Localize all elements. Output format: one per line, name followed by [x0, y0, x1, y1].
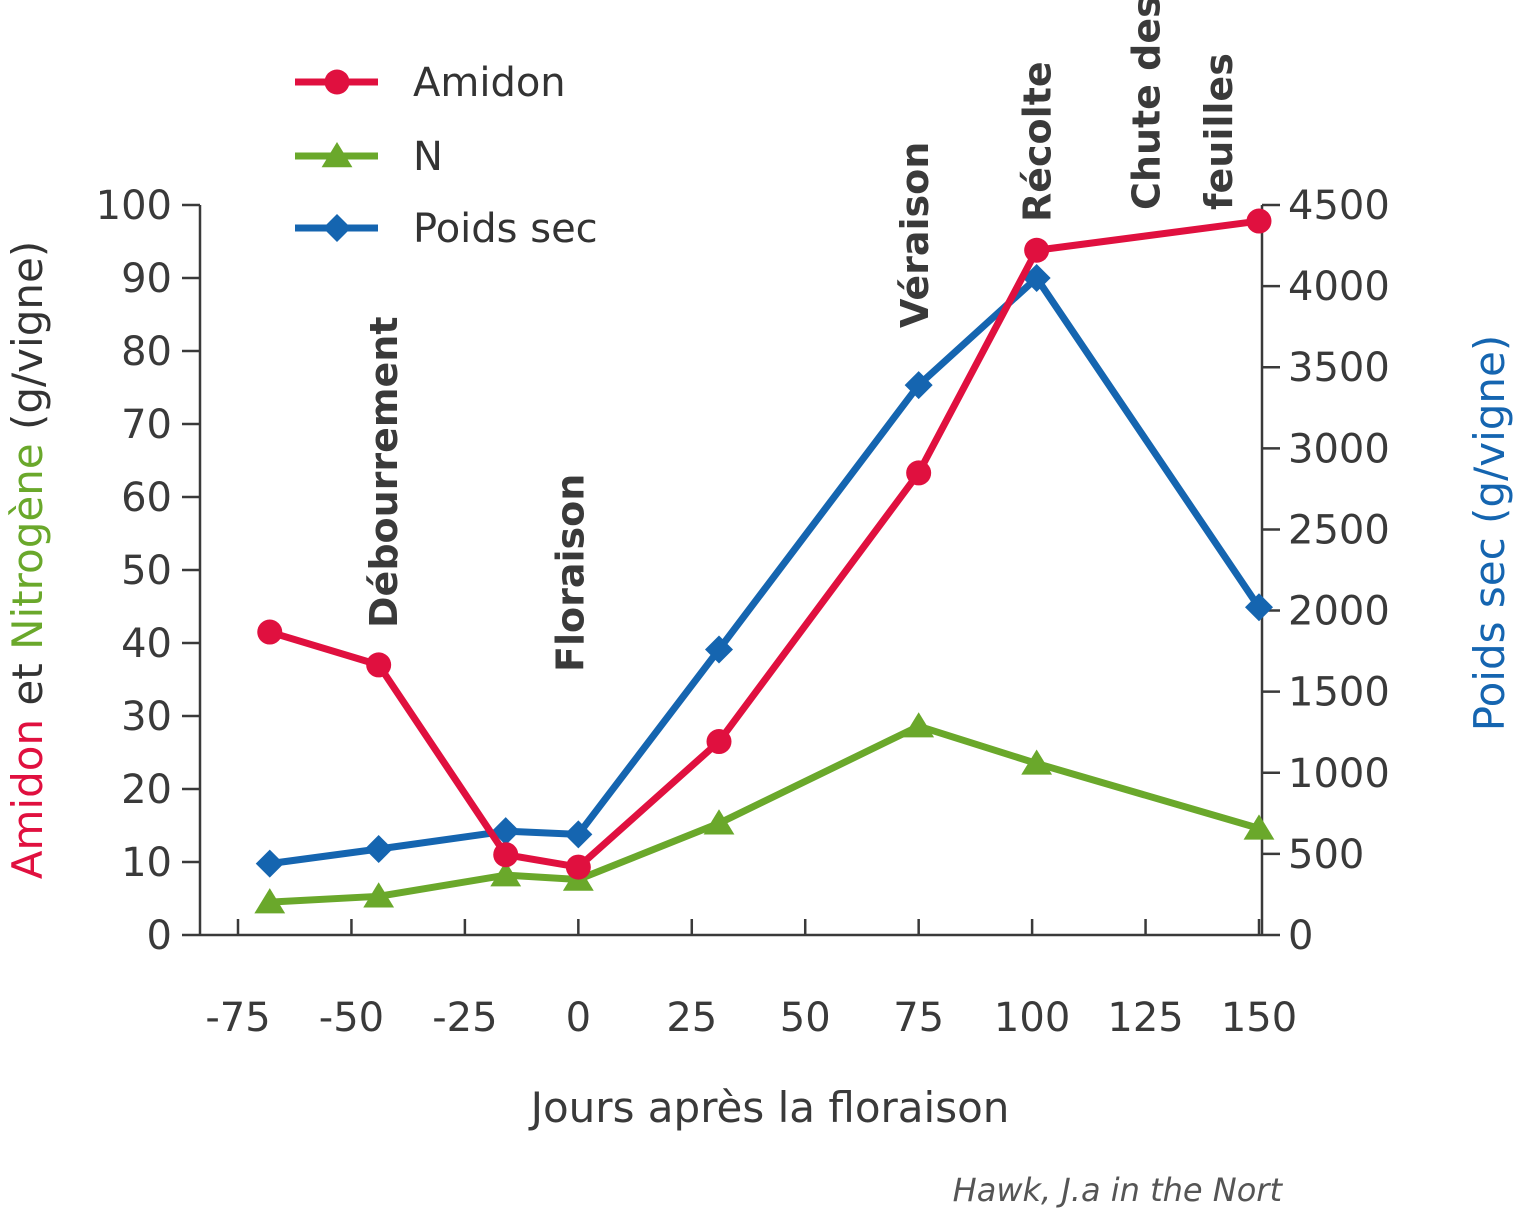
- legend-label: N: [413, 134, 443, 180]
- legend-label: Poids sec: [413, 206, 598, 252]
- legend: Amidon N Poids sec: [295, 60, 598, 252]
- y-left-tick-label: 0: [147, 913, 172, 959]
- series-amidon: [257, 208, 1272, 880]
- data-point: [703, 809, 735, 835]
- data-point: [903, 712, 935, 738]
- data-point: [564, 820, 593, 849]
- data-point: [255, 849, 284, 878]
- y-axis-right-title: Poids sec (g/vigne): [1465, 335, 1514, 731]
- stage-annotation: Floraison: [548, 474, 592, 672]
- data-point: [1021, 749, 1053, 775]
- data-point: [706, 729, 732, 755]
- axes: [182, 203, 1280, 937]
- y-left-tick-label: 20: [121, 767, 172, 813]
- data-point: [705, 635, 734, 664]
- x-tick-label: 100: [994, 995, 1070, 1041]
- data-point: [493, 842, 519, 868]
- legend-item-n: N: [295, 134, 443, 180]
- y-right-tick-label: 500: [1288, 832, 1364, 878]
- stage-annotations: Débourrement Floraison Véraison Récolte Chut…: [362, 0, 1241, 672]
- data-point: [1245, 593, 1273, 622]
- series-poids-sec: [255, 264, 1273, 878]
- x-tick-label: 25: [666, 995, 717, 1041]
- series-line: [269, 274, 1262, 868]
- y-right-tick-label: 0: [1288, 913, 1313, 959]
- y-left-tick-label: 50: [121, 548, 172, 594]
- y-right-tick-label: 4000: [1288, 264, 1390, 310]
- data-point: [364, 835, 393, 864]
- data-point: [323, 214, 351, 242]
- y-left-tick-label: 70: [121, 402, 172, 448]
- y-axis-left-title-part: et: [3, 650, 52, 719]
- y-right-tick-label: 3500: [1288, 345, 1390, 391]
- x-tick-label: 125: [1107, 995, 1183, 1041]
- x-tick-label: -75: [205, 995, 270, 1041]
- y-right-tick-label: 1500: [1288, 670, 1390, 716]
- data-point: [490, 861, 522, 887]
- data-point: [366, 652, 392, 678]
- data-point: [906, 460, 932, 486]
- y-left-tick-label: 10: [121, 840, 172, 886]
- y-left-tick-label: 80: [121, 329, 172, 375]
- tick-labels: 0102030405060708090100050010001500200025…: [96, 183, 1390, 1041]
- y-left-tick-label: 60: [121, 475, 172, 521]
- y-left-tick-label: 100: [96, 183, 172, 229]
- data-point: [1243, 814, 1275, 840]
- legend-item-amidon: Amidon: [295, 60, 566, 106]
- y-right-tick-label: 2000: [1288, 589, 1390, 635]
- y-left-tick-label: 30: [121, 694, 172, 740]
- data-point: [363, 882, 395, 908]
- source-credit: Hawk, J.a in the Nort: [953, 1171, 1284, 1209]
- series-line: [269, 722, 1260, 906]
- data-point: [257, 619, 283, 645]
- stage-annotation: feuilles: [1197, 53, 1241, 210]
- y-left-tick-label: 90: [121, 256, 172, 302]
- legend-label: Amidon: [413, 60, 566, 106]
- y-axis-left-title-part: (g/vigne): [3, 241, 52, 444]
- data-point: [1024, 237, 1050, 263]
- data-point: [321, 142, 353, 168]
- x-tick-label: 150: [1221, 995, 1297, 1041]
- y-axis-left-title-part: Nitrogène: [3, 443, 52, 650]
- series-n: [254, 712, 1275, 914]
- stage-annotation: Débourrement: [362, 316, 406, 628]
- data-point: [1246, 208, 1272, 234]
- x-axis-title: Jours après la floraison: [528, 1083, 1010, 1132]
- series-layer: [254, 208, 1275, 914]
- y-right-tick-label: 2500: [1288, 507, 1390, 553]
- y-right-tick-label: 1000: [1288, 751, 1390, 797]
- data-point: [904, 371, 933, 400]
- x-tick-label: 50: [780, 995, 831, 1041]
- y-axis-left-title: Amidon et Nitrogène (g/vigne): [3, 241, 52, 879]
- y-left-tick-label: 40: [121, 621, 172, 667]
- data-point: [254, 888, 286, 914]
- data-point: [324, 69, 350, 95]
- data-point: [1022, 264, 1051, 292]
- x-tick-label: -25: [432, 995, 497, 1041]
- y-axis-left-title-part: Amidon: [3, 719, 52, 879]
- legend-item-poids-sec: Poids sec: [295, 206, 598, 252]
- stage-annotation: Chute des: [1125, 0, 1169, 210]
- series-line: [268, 217, 1260, 871]
- x-tick-label: -50: [319, 995, 384, 1041]
- data-point: [565, 854, 591, 880]
- stage-annotation: Récolte: [1016, 61, 1060, 222]
- x-tick-label: 0: [566, 995, 591, 1041]
- y-right-tick-label: 3000: [1288, 426, 1390, 472]
- y-right-tick-label: 4500: [1288, 183, 1390, 229]
- stage-annotation: Véraison: [893, 142, 937, 328]
- x-tick-label: 75: [893, 995, 944, 1041]
